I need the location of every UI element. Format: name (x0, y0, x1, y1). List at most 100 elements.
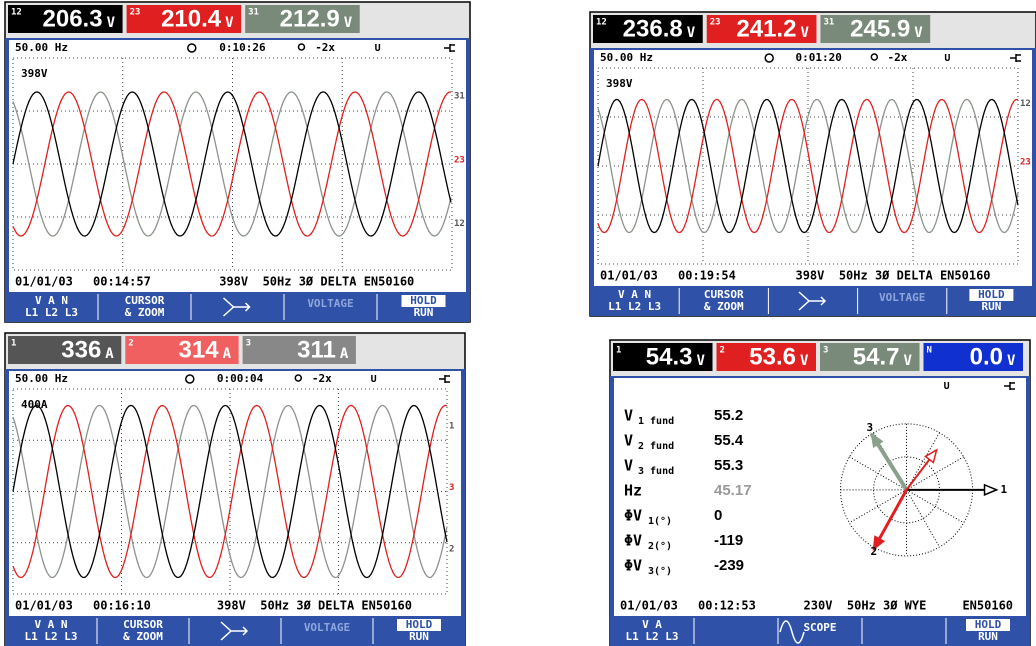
reading-unit: A (105, 346, 114, 362)
table-value: 55.2 (714, 407, 743, 424)
reading-value: 314 (179, 336, 220, 363)
status-date: 01/01/03 (15, 599, 73, 613)
softkey-label[interactable]: VOLTAGE (879, 291, 925, 304)
trace-label: 31 (454, 92, 465, 102)
trace-label: 12 (454, 219, 465, 229)
reading-value: 54.3 (646, 343, 693, 370)
display (9, 371, 461, 616)
reading-unit: V (904, 353, 913, 369)
softkey-label[interactable]: & ZOOM (123, 630, 163, 643)
reading-value: 206.3 (43, 5, 103, 32)
reading-value: 336 (61, 336, 101, 363)
zoom: -2x (312, 372, 332, 385)
reading-index: N (927, 346, 932, 356)
scale-label: 400A (21, 398, 48, 411)
zoom: -2x (887, 51, 907, 64)
reading-unit: V (1007, 353, 1016, 369)
softkey-label[interactable]: RUN (978, 630, 998, 643)
mode: U (371, 374, 377, 385)
table-value: 0 (714, 507, 722, 524)
table-symbol: ΦV (624, 507, 642, 525)
softkey-label[interactable]: RUN (409, 630, 429, 643)
reading-value: 245.9 (850, 15, 910, 42)
table-symbol: V (624, 432, 633, 450)
reading-value: 212.9 (280, 5, 340, 32)
reading-unit: V (107, 15, 116, 31)
table-subscript: 1 fund (638, 416, 674, 427)
timer: 0:01:20 (795, 51, 841, 64)
table-symbol: Hz (624, 482, 642, 500)
trace-label: 1 (449, 421, 454, 431)
table-symbol: V (624, 407, 633, 425)
mode: U (944, 381, 950, 392)
table-symbol: V (624, 457, 633, 475)
table-subscript: 1(°) (648, 516, 672, 527)
scale-label: 398V (606, 77, 633, 90)
reading-unit: V (344, 15, 353, 31)
reading-index: 12 (11, 8, 22, 18)
status-time: 00:14:57 (93, 275, 151, 289)
trace-label: 23 (454, 155, 465, 165)
frequency: 50.00 Hz (15, 41, 68, 54)
trace-label: 12 (1020, 99, 1031, 109)
status-time: 00:19:54 (678, 269, 736, 283)
softkey-label[interactable]: RUN (981, 300, 1001, 313)
trace-label: 23 (1020, 158, 1031, 168)
frequency: 50.00 Hz (600, 51, 653, 64)
table-value: 55.3 (714, 457, 743, 474)
trace-label: 3 (449, 483, 454, 493)
softkey-label[interactable]: SCOPE (803, 621, 836, 634)
reading-unit: V (914, 25, 923, 41)
reading-index: 31 (823, 18, 834, 28)
softkey-label[interactable]: L1 L2 L3 (25, 306, 78, 319)
softkey-label[interactable]: RUN (414, 306, 434, 319)
softkey-label[interactable]: VOLTAGE (304, 621, 350, 634)
status-date: 01/01/03 (600, 269, 658, 283)
mode: U (375, 43, 381, 54)
phasor-label: 1 (1001, 483, 1008, 496)
status-time: 00:12:53 (698, 599, 756, 613)
reading-index: 12 (596, 18, 607, 28)
reading-value: 236.8 (623, 15, 683, 42)
reading-unit: V (800, 25, 809, 41)
reading-index: 31 (248, 8, 259, 18)
mode: U (944, 53, 950, 64)
softkey-label[interactable]: & ZOOM (125, 306, 165, 319)
reading-index: 3 (823, 346, 828, 356)
reading-value: 54.7 (853, 343, 900, 370)
zoom: -2x (315, 41, 335, 54)
phasor-label: 2 (871, 545, 878, 558)
softkey-label[interactable]: L1 L2 L3 (626, 630, 679, 643)
status-time: 00:16:10 (93, 599, 151, 613)
reading-unit: V (800, 353, 809, 369)
table-value: 55.4 (714, 432, 744, 449)
reading-value: 241.2 (736, 15, 796, 42)
reading-value: 0.0 (970, 343, 1003, 370)
phasor-label: 3 (867, 421, 874, 434)
softkey-label[interactable]: & ZOOM (704, 300, 744, 313)
screenshot: 12206.3V23210.4V31212.9V50.00 Hz0:10:26-… (0, 0, 1036, 646)
status-info: 230V 50Hz 3Ø WYE EN50160 (804, 599, 1014, 613)
status-info: 398V 50Hz 3Ø DELTA EN50160 (219, 275, 414, 289)
status-info: 398V 50Hz 3Ø DELTA EN50160 (795, 269, 990, 283)
table-value: -239 (714, 557, 744, 574)
status-info: 398V 50Hz 3Ø DELTA EN50160 (217, 599, 412, 613)
softkey-label[interactable]: VOLTAGE (307, 297, 353, 310)
reading-unit: A (340, 346, 349, 362)
reading-index: 2 (720, 346, 725, 356)
softkey-label[interactable]: L1 L2 L3 (608, 300, 661, 313)
table-subscript: 2(°) (648, 541, 672, 552)
reading-index: 23 (710, 18, 721, 28)
timer: 0:00:04 (217, 372, 264, 385)
timer: 0:10:26 (219, 41, 266, 54)
display (614, 378, 1026, 616)
reading-unit: V (697, 353, 706, 369)
frequency: 50.00 Hz (15, 372, 68, 385)
reading-value: 210.4 (161, 5, 222, 32)
trace-label: 2 (449, 544, 454, 554)
reading-unit: A (223, 346, 232, 362)
softkey-label[interactable]: L1 L2 L3 (25, 630, 78, 643)
table-subscript: 2 fund (638, 441, 674, 452)
table-subscript: 3 fund (638, 466, 674, 477)
scale-label: 398V (21, 67, 48, 80)
